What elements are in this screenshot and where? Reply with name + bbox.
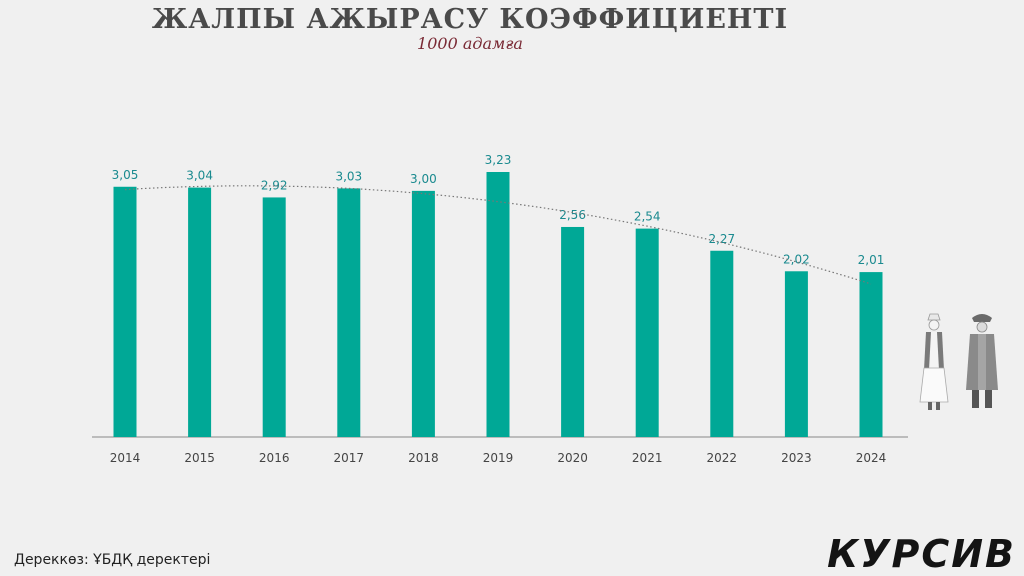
bar-2014 [113,186,137,437]
data-label-2017: 3,03 [335,169,362,183]
data-label-2024: 2,01 [858,253,885,267]
bar-2023 [784,271,808,437]
data-label-2021: 2,54 [634,210,661,224]
x-tick-label-2024: 2024 [856,451,887,465]
x-tick-label-2022: 2022 [707,451,738,465]
x-tick-label-2014: 2014 [110,451,141,465]
x-tick-label-2023: 2023 [781,451,812,465]
x-tick-label-2016: 2016 [259,451,290,465]
bar-2016 [262,197,286,437]
chart-title: ЖАЛПЫ АЖЫРАСУ КОЭФФИЦИЕНТІ [151,4,789,35]
chart-subtitle: 1000 адамға [417,34,523,53]
data-label-2020: 2,56 [559,208,586,222]
data-label-2022: 2,27 [708,232,735,246]
x-tick-label-2015: 2015 [184,451,215,465]
x-tick-label-2021: 2021 [632,451,663,465]
bar-2024 [859,272,883,437]
x-tick-label-2018: 2018 [408,451,439,465]
bar-2021 [635,228,659,437]
bar-2022 [710,250,734,437]
data-label-2015: 3,04 [186,169,213,183]
woman-in-traditional-dress-icon [919,313,949,410]
bar-2019 [486,172,510,437]
data-label-2019: 3,23 [485,153,512,167]
trend-line [124,185,872,285]
x-tick-label-2017: 2017 [334,451,365,465]
man-in-traditional-dress-icon [966,314,998,408]
x-tick-label-2020: 2020 [557,451,588,465]
data-source-note: Дереккөз: ҰБДҚ деректері [14,552,211,568]
bar-2017 [337,188,361,437]
data-label-2018: 3,00 [410,172,437,186]
x-tick-label-2019: 2019 [483,451,514,465]
bar-2020 [561,226,585,437]
bar-2018 [411,190,435,437]
bar-2015 [188,187,212,437]
data-label-2014: 3,05 [112,168,139,182]
couple-illustration [919,313,998,410]
kursiv-logo: КУРСИВ [827,532,1016,576]
data-label-2023: 2,02 [783,252,810,266]
